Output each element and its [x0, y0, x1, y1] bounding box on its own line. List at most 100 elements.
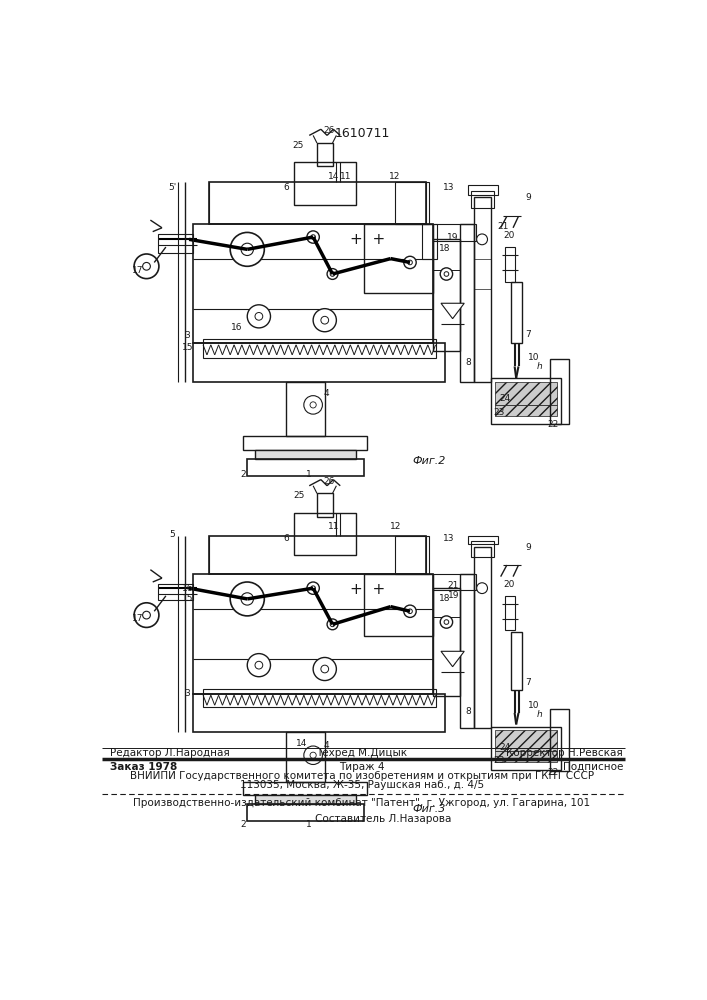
Bar — [395, 536, 429, 574]
Circle shape — [247, 654, 271, 677]
Text: 22: 22 — [548, 768, 559, 777]
Bar — [460, 224, 474, 382]
Text: 2: 2 — [240, 820, 246, 829]
Text: Производственно-издательский комбинат "Патент", г. Ужгород, ул. Гагарина, 101: Производственно-издательский комбинат "П… — [134, 798, 590, 808]
Bar — [491, 378, 561, 424]
Bar — [491, 727, 561, 770]
Text: 25: 25 — [292, 141, 303, 150]
Bar — [549, 359, 569, 424]
Text: 16: 16 — [182, 584, 193, 593]
Circle shape — [313, 309, 337, 332]
Text: 14: 14 — [296, 739, 307, 748]
Circle shape — [307, 231, 320, 243]
Bar — [433, 588, 460, 617]
Bar — [255, 450, 356, 459]
Text: 15: 15 — [182, 594, 193, 603]
Bar — [158, 584, 193, 600]
Text: 1: 1 — [306, 470, 312, 479]
Text: Фиг.3: Фиг.3 — [413, 804, 446, 814]
Text: Составитель Л.Назарова: Составитель Л.Назарова — [315, 814, 451, 824]
Bar — [293, 162, 356, 205]
Bar — [255, 795, 356, 804]
Circle shape — [307, 582, 320, 594]
Text: 17: 17 — [132, 614, 144, 623]
Text: 7: 7 — [525, 678, 531, 687]
Text: 6: 6 — [283, 534, 289, 543]
Text: 21: 21 — [447, 581, 458, 590]
Bar — [286, 382, 325, 436]
Text: 26: 26 — [323, 126, 334, 135]
Bar — [495, 405, 557, 416]
Text: 3: 3 — [185, 331, 190, 340]
Bar — [203, 689, 436, 707]
Text: 4: 4 — [324, 389, 329, 398]
Bar — [510, 282, 522, 343]
Text: 12: 12 — [390, 522, 402, 531]
Circle shape — [134, 603, 159, 627]
Circle shape — [230, 582, 264, 616]
Text: 8: 8 — [465, 358, 471, 367]
Text: +  +: + + — [350, 232, 385, 247]
Bar — [421, 224, 437, 259]
Text: Фиг.2: Фиг.2 — [413, 456, 446, 466]
Text: +  +: + + — [350, 582, 385, 597]
Text: 9: 9 — [525, 192, 531, 202]
Circle shape — [304, 396, 322, 414]
Text: 18: 18 — [439, 594, 450, 603]
Circle shape — [230, 232, 264, 266]
Text: Тираж 4: Тираж 4 — [339, 762, 385, 772]
Bar — [506, 596, 515, 630]
Bar — [243, 782, 368, 795]
Text: 7: 7 — [525, 330, 531, 339]
Text: 23: 23 — [493, 408, 505, 417]
Bar — [247, 804, 363, 821]
Bar — [243, 436, 368, 450]
Text: 10: 10 — [528, 701, 539, 710]
Bar — [506, 247, 515, 282]
Text: Техред М.Дицык: Техред М.Дицык — [317, 748, 407, 758]
Bar — [293, 513, 356, 555]
Bar — [247, 459, 363, 476]
Bar — [549, 709, 569, 771]
Circle shape — [477, 234, 488, 245]
Text: 13: 13 — [443, 183, 455, 192]
Bar — [203, 339, 436, 358]
Text: 17: 17 — [132, 266, 144, 275]
Text: 10: 10 — [528, 353, 539, 362]
Text: 22: 22 — [548, 420, 559, 429]
Bar — [433, 574, 476, 590]
Text: 19: 19 — [447, 233, 458, 242]
Text: 16: 16 — [231, 323, 243, 332]
Bar — [317, 493, 332, 517]
Text: 21: 21 — [497, 222, 509, 231]
Text: Подписное: Подписное — [563, 762, 623, 772]
Text: h: h — [537, 710, 542, 719]
Bar — [468, 536, 498, 544]
Circle shape — [313, 657, 337, 681]
Circle shape — [404, 605, 416, 617]
Text: 113035, Москва, Ж-35, Раушская наб., д. 4/5: 113035, Москва, Ж-35, Раушская наб., д. … — [240, 780, 484, 790]
Text: 2: 2 — [240, 470, 246, 479]
Text: 1: 1 — [306, 820, 312, 829]
Text: Редактор Л.Народная: Редактор Л.Народная — [110, 748, 230, 758]
Text: 1610711: 1610711 — [334, 127, 390, 140]
Bar — [474, 197, 491, 382]
Text: 5': 5' — [168, 183, 176, 192]
Bar — [363, 574, 433, 636]
Polygon shape — [441, 651, 464, 667]
Text: 9: 9 — [525, 543, 531, 552]
Bar — [433, 239, 460, 270]
Text: 4: 4 — [324, 741, 329, 750]
Circle shape — [327, 619, 338, 630]
Text: 6: 6 — [283, 183, 289, 192]
Bar — [158, 234, 193, 253]
Bar — [468, 185, 498, 195]
Bar — [433, 224, 476, 241]
Bar — [495, 382, 557, 405]
Text: 15: 15 — [182, 343, 193, 352]
Bar — [363, 224, 433, 293]
Text: h: h — [537, 362, 542, 371]
Polygon shape — [441, 303, 464, 319]
Text: 20: 20 — [503, 580, 515, 589]
Text: 11: 11 — [340, 172, 351, 181]
